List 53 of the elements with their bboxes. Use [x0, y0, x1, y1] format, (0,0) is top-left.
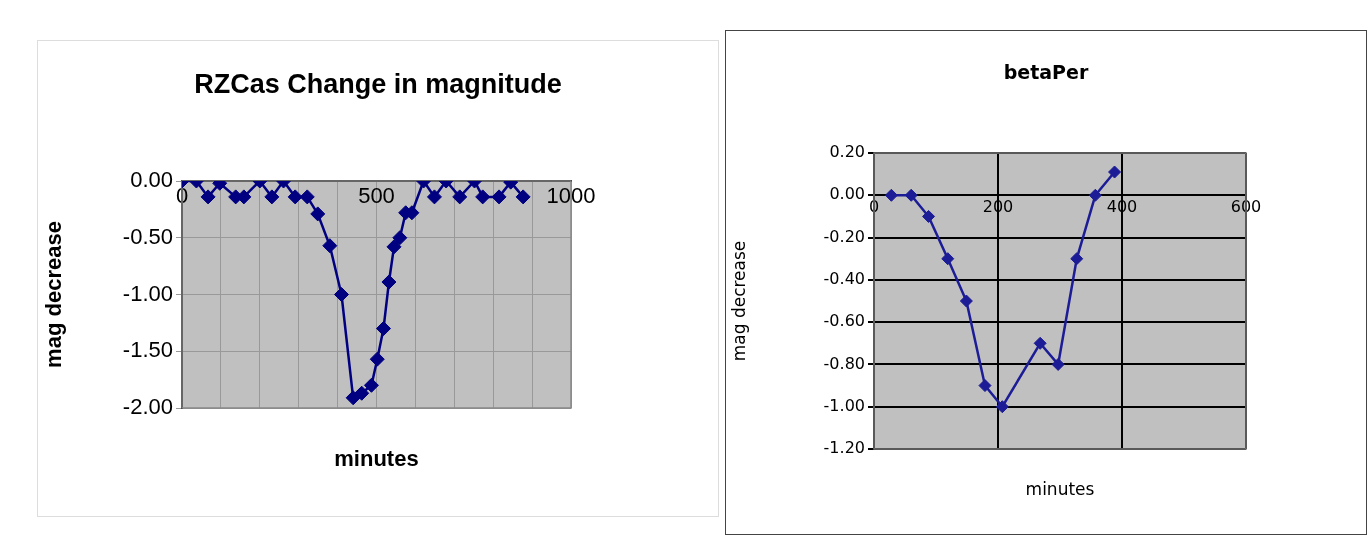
- y-tick-label: 0.00: [130, 167, 173, 193]
- point: [369, 351, 385, 367]
- point: [299, 189, 315, 205]
- y-tick-label: -0.60: [823, 311, 865, 331]
- point: [322, 238, 338, 254]
- chart-title: betaPer: [1002, 61, 1090, 83]
- y-axis-title: mag decrease: [41, 221, 67, 368]
- y-tick-label: -1.00: [823, 395, 865, 415]
- point: [959, 294, 973, 308]
- y-axis-title: mag decrease: [728, 240, 749, 362]
- point: [200, 189, 216, 205]
- point: [491, 189, 507, 205]
- y-tick-label: -0.20: [823, 226, 865, 246]
- point: [392, 230, 408, 246]
- y-tick-label: -1.50: [122, 337, 173, 363]
- point: [995, 400, 1009, 414]
- point: [363, 377, 379, 393]
- point: [1033, 336, 1047, 350]
- point: [1051, 357, 1065, 371]
- y-tick-label: -1.20: [823, 438, 865, 458]
- point: [386, 239, 402, 255]
- y-tick-label: -0.40: [823, 269, 865, 289]
- point: [978, 379, 992, 393]
- point: [287, 189, 303, 205]
- y-tick-label: 0.20: [829, 142, 865, 162]
- point: [884, 188, 898, 202]
- point: [333, 287, 349, 302]
- point: [426, 189, 442, 205]
- x-axis-title: minutes: [1024, 479, 1096, 499]
- x-axis-title: minutes: [333, 446, 420, 472]
- point: [354, 385, 370, 401]
- point: [904, 188, 918, 202]
- y-tick-label: -0.50: [122, 223, 173, 249]
- point: [452, 189, 468, 205]
- point: [1108, 165, 1122, 179]
- point: [475, 189, 491, 205]
- y-tick-label: -2.00: [122, 394, 173, 420]
- point: [1070, 252, 1084, 266]
- x-tick-label: 600: [1230, 197, 1262, 217]
- y-tick-label: 0.00: [829, 184, 865, 204]
- point: [376, 321, 391, 337]
- chart-title: RZCas Change in magnitude: [193, 69, 563, 100]
- point: [515, 189, 531, 205]
- point: [941, 252, 955, 266]
- y-tick-label: -1.00: [122, 280, 173, 306]
- x-tick-label: 500: [358, 183, 395, 209]
- point: [922, 209, 936, 223]
- x-tick-label: 1000: [546, 183, 596, 209]
- point: [1088, 188, 1102, 202]
- point: [264, 189, 280, 205]
- point: [381, 274, 397, 290]
- y-tick-label: -0.80: [823, 353, 865, 373]
- point: [310, 206, 326, 222]
